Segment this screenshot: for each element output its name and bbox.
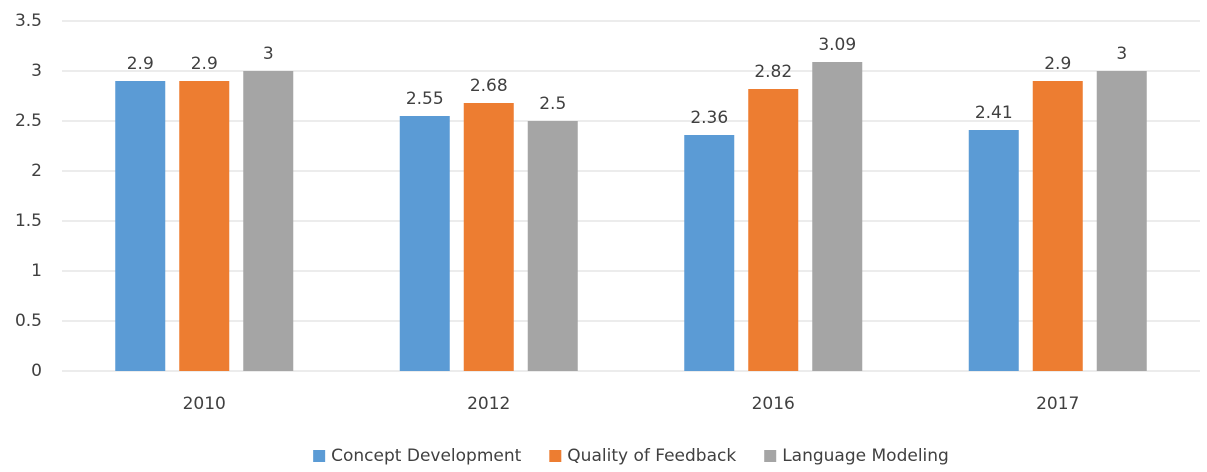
x-tick-label: 2017	[1036, 394, 1079, 414]
y-tick-label: 2.5	[15, 111, 42, 131]
bar	[399, 116, 450, 371]
y-tick-label: 2	[31, 161, 42, 181]
data-label: 2.5	[539, 94, 566, 114]
data-label: 2.68	[470, 76, 508, 96]
bar	[463, 103, 514, 371]
bar	[115, 81, 166, 371]
bar	[527, 121, 578, 371]
y-tick-label: 3	[31, 61, 42, 81]
data-label: 2.55	[406, 89, 444, 109]
legend-label: Quality of Feedback	[567, 446, 736, 466]
data-label: 3	[263, 44, 274, 64]
x-tick-label: 2010	[183, 394, 226, 414]
y-tick-label: 0.5	[15, 311, 42, 331]
data-label: 2.9	[191, 54, 218, 74]
y-tick-label: 1	[31, 261, 42, 281]
bar	[179, 81, 230, 371]
bar	[1096, 71, 1147, 371]
data-label: 2.82	[754, 62, 792, 82]
legend-swatch	[764, 450, 777, 462]
legend-swatch	[549, 450, 562, 462]
y-tick-label: 1.5	[15, 211, 42, 231]
bar	[1032, 81, 1083, 371]
data-label: 2.36	[690, 108, 728, 128]
bar	[243, 71, 294, 371]
bar	[968, 130, 1019, 371]
data-label: 2.41	[975, 103, 1013, 123]
legend-label: Concept Development	[331, 446, 521, 466]
y-tick-label: 0	[31, 361, 42, 381]
bar	[812, 62, 863, 371]
data-label: 3.09	[818, 35, 856, 55]
data-label: 2.9	[1044, 54, 1071, 74]
x-tick-label: 2012	[467, 394, 510, 414]
legend-label: Language Modeling	[782, 446, 949, 466]
y-tick-label: 3.5	[15, 11, 42, 31]
data-label: 3	[1116, 44, 1127, 64]
bar	[748, 89, 799, 371]
data-label: 2.9	[127, 54, 154, 74]
legend-swatch	[313, 450, 326, 462]
bar	[684, 135, 735, 371]
x-tick-label: 2016	[752, 394, 795, 414]
